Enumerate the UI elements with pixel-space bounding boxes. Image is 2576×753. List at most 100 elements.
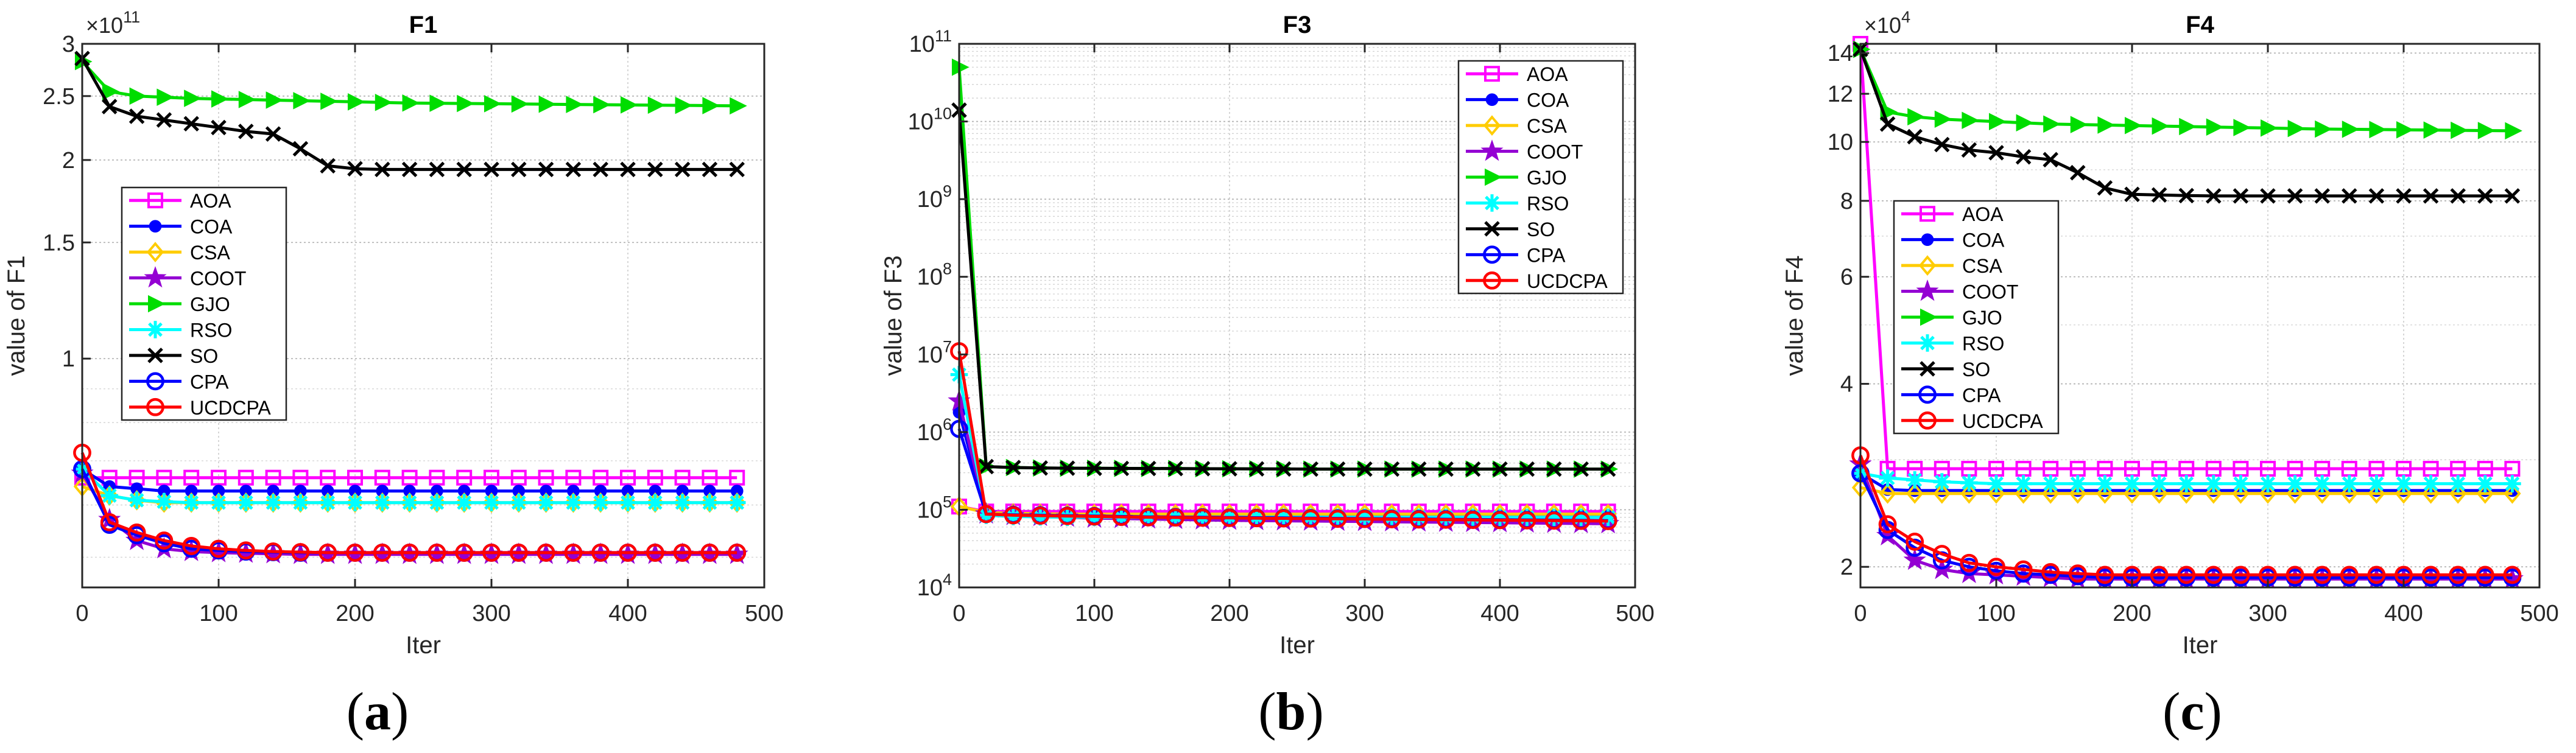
f3-point-ucdcpa <box>1382 510 1401 528</box>
f4-line-ucdcpa <box>1859 455 2513 576</box>
f3-x-tick-label: 0 <box>952 601 965 626</box>
f1-point-gjo <box>593 96 611 114</box>
f1-legend-item-csa: CSA <box>129 242 230 264</box>
f3-legend-label-ucdcpa: UCDCPA <box>1527 270 1608 292</box>
f4-series-gjo <box>1853 40 2522 140</box>
f1-point-rso <box>292 494 309 511</box>
f4-point-ucdcpa <box>2150 566 2169 584</box>
f1-legend-label-so: SO <box>190 345 218 367</box>
f4-point-so <box>2504 188 2521 204</box>
f4-legend-label-coot: COOT <box>1962 281 2018 303</box>
f4-point-gjo <box>2179 117 2197 136</box>
f4-series-ucdcpa <box>1851 446 2522 584</box>
f3-legend-label-coot: COOT <box>1527 141 1583 163</box>
f3-series-group <box>948 58 1620 534</box>
f1-point-rso <box>646 494 664 511</box>
f3-point-ucdcpa <box>1085 507 1103 526</box>
f4-point-rso <box>2395 475 2413 492</box>
chart-panel-f3: 0 100 200 300 400 500 104 105 106 107 108 109 1010 10… <box>880 12 1655 659</box>
f1-point-aoa <box>510 469 527 486</box>
f1-point-aoa <box>538 469 554 486</box>
f1-series-ucdcpa <box>73 443 747 562</box>
f4-point-rso <box>2286 475 2304 492</box>
f4-exponent-label: ×104 <box>1864 8 1910 38</box>
f1-legend-marker-aoa <box>147 192 163 209</box>
f4-point-coot <box>1903 548 1926 570</box>
f4-point-rso <box>1960 474 1978 492</box>
f4-point-csa <box>1879 483 1896 504</box>
f1-y-tick-label: 2 <box>62 148 75 173</box>
f4-legend-marker-rso <box>1918 334 1937 352</box>
f1-point-aoa <box>484 469 499 486</box>
f4-point-gjo <box>1989 113 2007 131</box>
f4-legend-item-csa: CSA <box>1901 255 2002 277</box>
f1-point-ucdcpa <box>455 544 474 562</box>
f1-point-aoa <box>702 469 718 486</box>
f3-point-ucdcpa <box>1031 506 1050 525</box>
f4-legend-item-aoa: AOA <box>1901 203 2004 225</box>
f3-point-ucdcpa <box>1193 508 1212 527</box>
f1-point-gjo <box>266 91 284 109</box>
f3-legend-marker-gjo <box>1485 168 1502 186</box>
f3-legend-item-aoa: AOA <box>1466 63 1568 85</box>
f4-point-ucdcpa <box>1878 515 1897 534</box>
f1-point-gjo <box>238 91 256 108</box>
f3-legend-item-coa: COA <box>1466 89 1569 111</box>
f4-legend-marker-ucdcpa <box>1918 411 1937 430</box>
panel-caption-a: (a) <box>347 682 409 741</box>
f3-point-ucdcpa <box>1166 508 1185 527</box>
f4-line-csa <box>1860 486 2513 496</box>
f3-point-ucdcpa <box>1599 512 1617 530</box>
f4-legend: AOA COA CSA COOT GJO RSO SO CPA UCDCPA <box>1893 200 2060 435</box>
f3-point-ucdcpa <box>1409 510 1428 529</box>
f3-point-so <box>1357 461 1373 477</box>
f1-point-rso <box>155 492 173 511</box>
f1-point-gjo <box>184 89 202 107</box>
f1-point-ucdcpa <box>346 544 364 562</box>
f1-point-aoa <box>211 469 227 486</box>
f3-point-ucdcpa <box>1518 511 1536 530</box>
f4-point-ucdcpa <box>2231 566 2250 584</box>
f3-legend-marker-rso <box>1483 194 1501 212</box>
f1-series-coa <box>76 463 744 497</box>
f1-point-csa <box>155 492 173 513</box>
f1-point-ucdcpa <box>155 531 174 550</box>
f3-point-ucdcpa <box>1328 510 1347 528</box>
f3-point-so <box>1411 461 1427 477</box>
f3-y-tick-label: 109 <box>917 182 952 212</box>
panel-caption-b: (b) <box>1258 682 1324 741</box>
f3-point-ucdcpa <box>1139 508 1158 527</box>
f4-point-ucdcpa <box>2421 566 2440 584</box>
f1-series-group <box>71 51 748 564</box>
f3-point-so <box>1519 461 1535 477</box>
f3-point-so <box>1032 460 1048 476</box>
f4-point-rso <box>2041 475 2060 492</box>
f4-point-so <box>2206 188 2222 204</box>
f1-exponent-label: ×1011 <box>86 8 140 38</box>
f4-point-gjo <box>2505 122 2522 140</box>
f1-point-so <box>347 161 363 177</box>
f3-legend-label-aoa: AOA <box>1527 63 1568 85</box>
f1-point-aoa <box>265 469 281 486</box>
f1-point-rso <box>701 494 719 511</box>
f4-point-csa <box>2368 483 2385 504</box>
f1-legend-item-coa: COA <box>129 216 233 238</box>
f3-legend-label-coa: COA <box>1527 89 1569 111</box>
f1-y-tick-label: 3 <box>62 32 75 57</box>
f4-point-so <box>1988 145 2004 161</box>
f1-point-so <box>729 161 745 178</box>
f4-x-tick-label: 300 <box>2248 601 2287 626</box>
f4-point-so <box>2287 188 2303 204</box>
f3-point-ucdcpa <box>1301 510 1320 528</box>
f1-legend-label-cpa: CPA <box>190 371 229 393</box>
f1-point-so <box>292 141 309 157</box>
f4-legend-label-coa: COA <box>1962 229 2005 251</box>
f1-x-tick-label: 500 <box>745 601 783 626</box>
f3-legend-item-coot: COOT <box>1466 139 1583 163</box>
f3-legend-marker-coot <box>1480 139 1504 161</box>
f3-point-ucdcpa <box>1356 510 1374 528</box>
f3-point-so <box>1167 461 1183 477</box>
f3-x-tick-label: 400 <box>1480 601 1519 626</box>
f1-point-rso <box>482 494 501 511</box>
